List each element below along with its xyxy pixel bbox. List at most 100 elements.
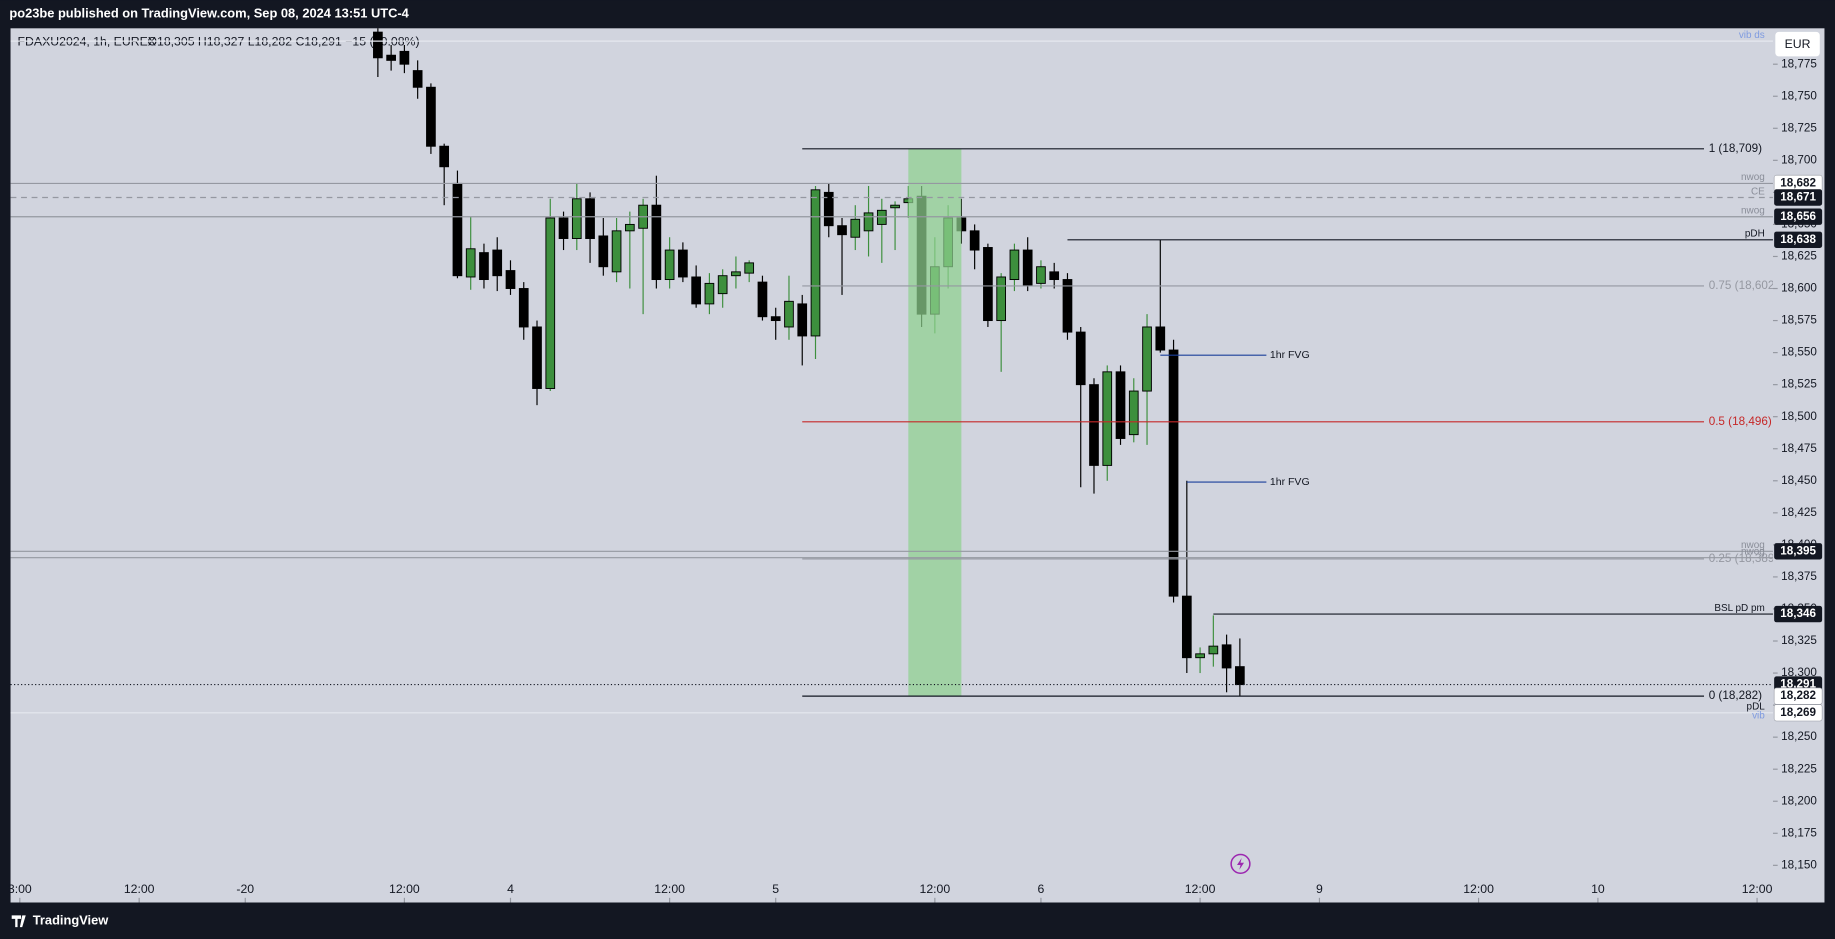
candle-body bbox=[1036, 266, 1046, 284]
candle-body bbox=[770, 316, 781, 322]
x-tick-label: 10 bbox=[1591, 882, 1605, 896]
candle-body bbox=[731, 271, 741, 277]
x-tick-label: 12:00 bbox=[1742, 882, 1773, 896]
level-label: nwog bbox=[1741, 540, 1765, 551]
x-tick-label: 12:00 bbox=[920, 882, 951, 896]
level-label: pDH bbox=[1745, 229, 1765, 240]
y-tick-label: 18,325 bbox=[1781, 634, 1817, 647]
y-tick-label: 18,750 bbox=[1781, 89, 1817, 102]
level-label: vib ds bbox=[1739, 30, 1765, 41]
y-tick-label: 18,250 bbox=[1781, 730, 1817, 743]
y-tick-label: 18,225 bbox=[1781, 762, 1817, 775]
candle-body bbox=[479, 252, 489, 281]
candle-body bbox=[983, 247, 993, 322]
y-tick-label: 18,375 bbox=[1781, 570, 1817, 583]
alert-bolt bbox=[1236, 858, 1245, 870]
candle-body bbox=[598, 235, 609, 268]
y-tick-label: 18,600 bbox=[1781, 282, 1817, 295]
x-tick-label: 12:00 bbox=[1463, 882, 1494, 896]
candle-body bbox=[611, 230, 622, 273]
level-label: pDL bbox=[1747, 702, 1766, 713]
candle-body bbox=[664, 249, 675, 281]
candle-body bbox=[969, 230, 980, 251]
candle-body bbox=[1155, 326, 1166, 351]
level-label: BSL pD pm bbox=[1714, 603, 1764, 614]
x-tick-label: 4 bbox=[507, 882, 514, 896]
x-tick-label: 5 bbox=[772, 882, 779, 896]
x-tick-label: -20 bbox=[236, 882, 254, 896]
currency-button[interactable] bbox=[1775, 31, 1820, 57]
candle-body bbox=[439, 145, 450, 168]
candle-body bbox=[1142, 326, 1152, 392]
currency[interactable]: EUR bbox=[1785, 37, 1811, 51]
y-tick-label: 18,175 bbox=[1781, 826, 1817, 839]
candle-body bbox=[810, 189, 821, 337]
candle-body bbox=[492, 249, 503, 277]
price-badge bbox=[1774, 208, 1823, 225]
price-badge-label: 18,269 bbox=[1780, 706, 1816, 719]
candle-body bbox=[890, 204, 900, 209]
overlay: 18,15018,17518,20018,22518,25018,27518,3… bbox=[8, 57, 1823, 903]
candle-body bbox=[837, 225, 847, 236]
candle-body bbox=[784, 300, 794, 328]
candle-body bbox=[1022, 249, 1033, 287]
candle-body bbox=[426, 86, 436, 147]
candle-body bbox=[1208, 645, 1219, 655]
candle-body bbox=[1009, 249, 1020, 281]
candle-body bbox=[823, 191, 834, 227]
y-tick-label: 18,525 bbox=[1781, 378, 1817, 391]
price-badge bbox=[1774, 543, 1823, 560]
level-label: vib bbox=[1752, 711, 1765, 722]
candle-body bbox=[558, 217, 569, 239]
fib-label: 0.5 (18,496) bbox=[1709, 415, 1772, 428]
candle-body bbox=[571, 198, 582, 239]
x-tick-label: 6 bbox=[1038, 882, 1045, 896]
candle-body bbox=[1195, 653, 1205, 659]
x-tick-label: 12:00 bbox=[654, 882, 685, 896]
x-tick-label: 12:00 bbox=[1185, 882, 1216, 896]
y-tick-label: 18,575 bbox=[1781, 314, 1817, 327]
candle-body bbox=[399, 50, 410, 65]
price-badge-label: 18,346 bbox=[1780, 607, 1816, 620]
candle-body bbox=[704, 282, 715, 305]
y-tick-label: 18,550 bbox=[1781, 346, 1817, 359]
candle-body bbox=[691, 276, 701, 305]
y-tick-label: 18,725 bbox=[1781, 121, 1817, 134]
candle-body bbox=[412, 70, 423, 88]
plot: 1 (18,709) 0.75 (18,602) 0.5 (18,496) 0.25 … bbox=[10, 28, 1779, 722]
candle-body bbox=[373, 31, 383, 59]
fib-label: 0.25 (18,389) bbox=[1709, 552, 1779, 565]
candle-body bbox=[1128, 390, 1139, 436]
candle-body bbox=[532, 326, 542, 389]
y-tick-label: 18,500 bbox=[1781, 410, 1817, 423]
x-tick-label: 9 bbox=[1316, 882, 1323, 896]
brand: TradingView bbox=[33, 913, 110, 928]
candle-body bbox=[545, 217, 556, 389]
level-label: nwog bbox=[1741, 206, 1765, 217]
y-tick-label: 18,475 bbox=[1781, 442, 1817, 455]
candle-body bbox=[518, 288, 529, 328]
candle-body bbox=[585, 198, 595, 239]
candle-body bbox=[1168, 349, 1179, 597]
price-badge bbox=[1774, 189, 1823, 206]
alert-icon[interactable] bbox=[1230, 853, 1251, 875]
y-tick-label: 18,700 bbox=[1781, 153, 1817, 166]
candle-body bbox=[1089, 384, 1099, 466]
highlight-zone bbox=[908, 148, 962, 697]
level-label: nwog bbox=[1741, 172, 1765, 183]
price-badge-label: 18,671 bbox=[1780, 191, 1816, 204]
candle-body bbox=[863, 212, 874, 232]
price-badge-label: 18,291 bbox=[1780, 678, 1816, 691]
y-tick-label: 18,150 bbox=[1781, 858, 1817, 871]
y-tick-label: 18,450 bbox=[1781, 474, 1817, 487]
level-label: nwog bbox=[1741, 546, 1765, 557]
candle-body bbox=[744, 262, 755, 274]
fvg-label: 1hr FVG bbox=[1270, 349, 1310, 361]
candle-body bbox=[797, 303, 808, 337]
price-badge bbox=[1773, 704, 1823, 722]
candle-body bbox=[651, 204, 662, 281]
price-badge-label: 18,682 bbox=[1780, 176, 1816, 189]
candle-body bbox=[1181, 595, 1192, 659]
y-tick-label: 18,300 bbox=[1781, 666, 1817, 679]
